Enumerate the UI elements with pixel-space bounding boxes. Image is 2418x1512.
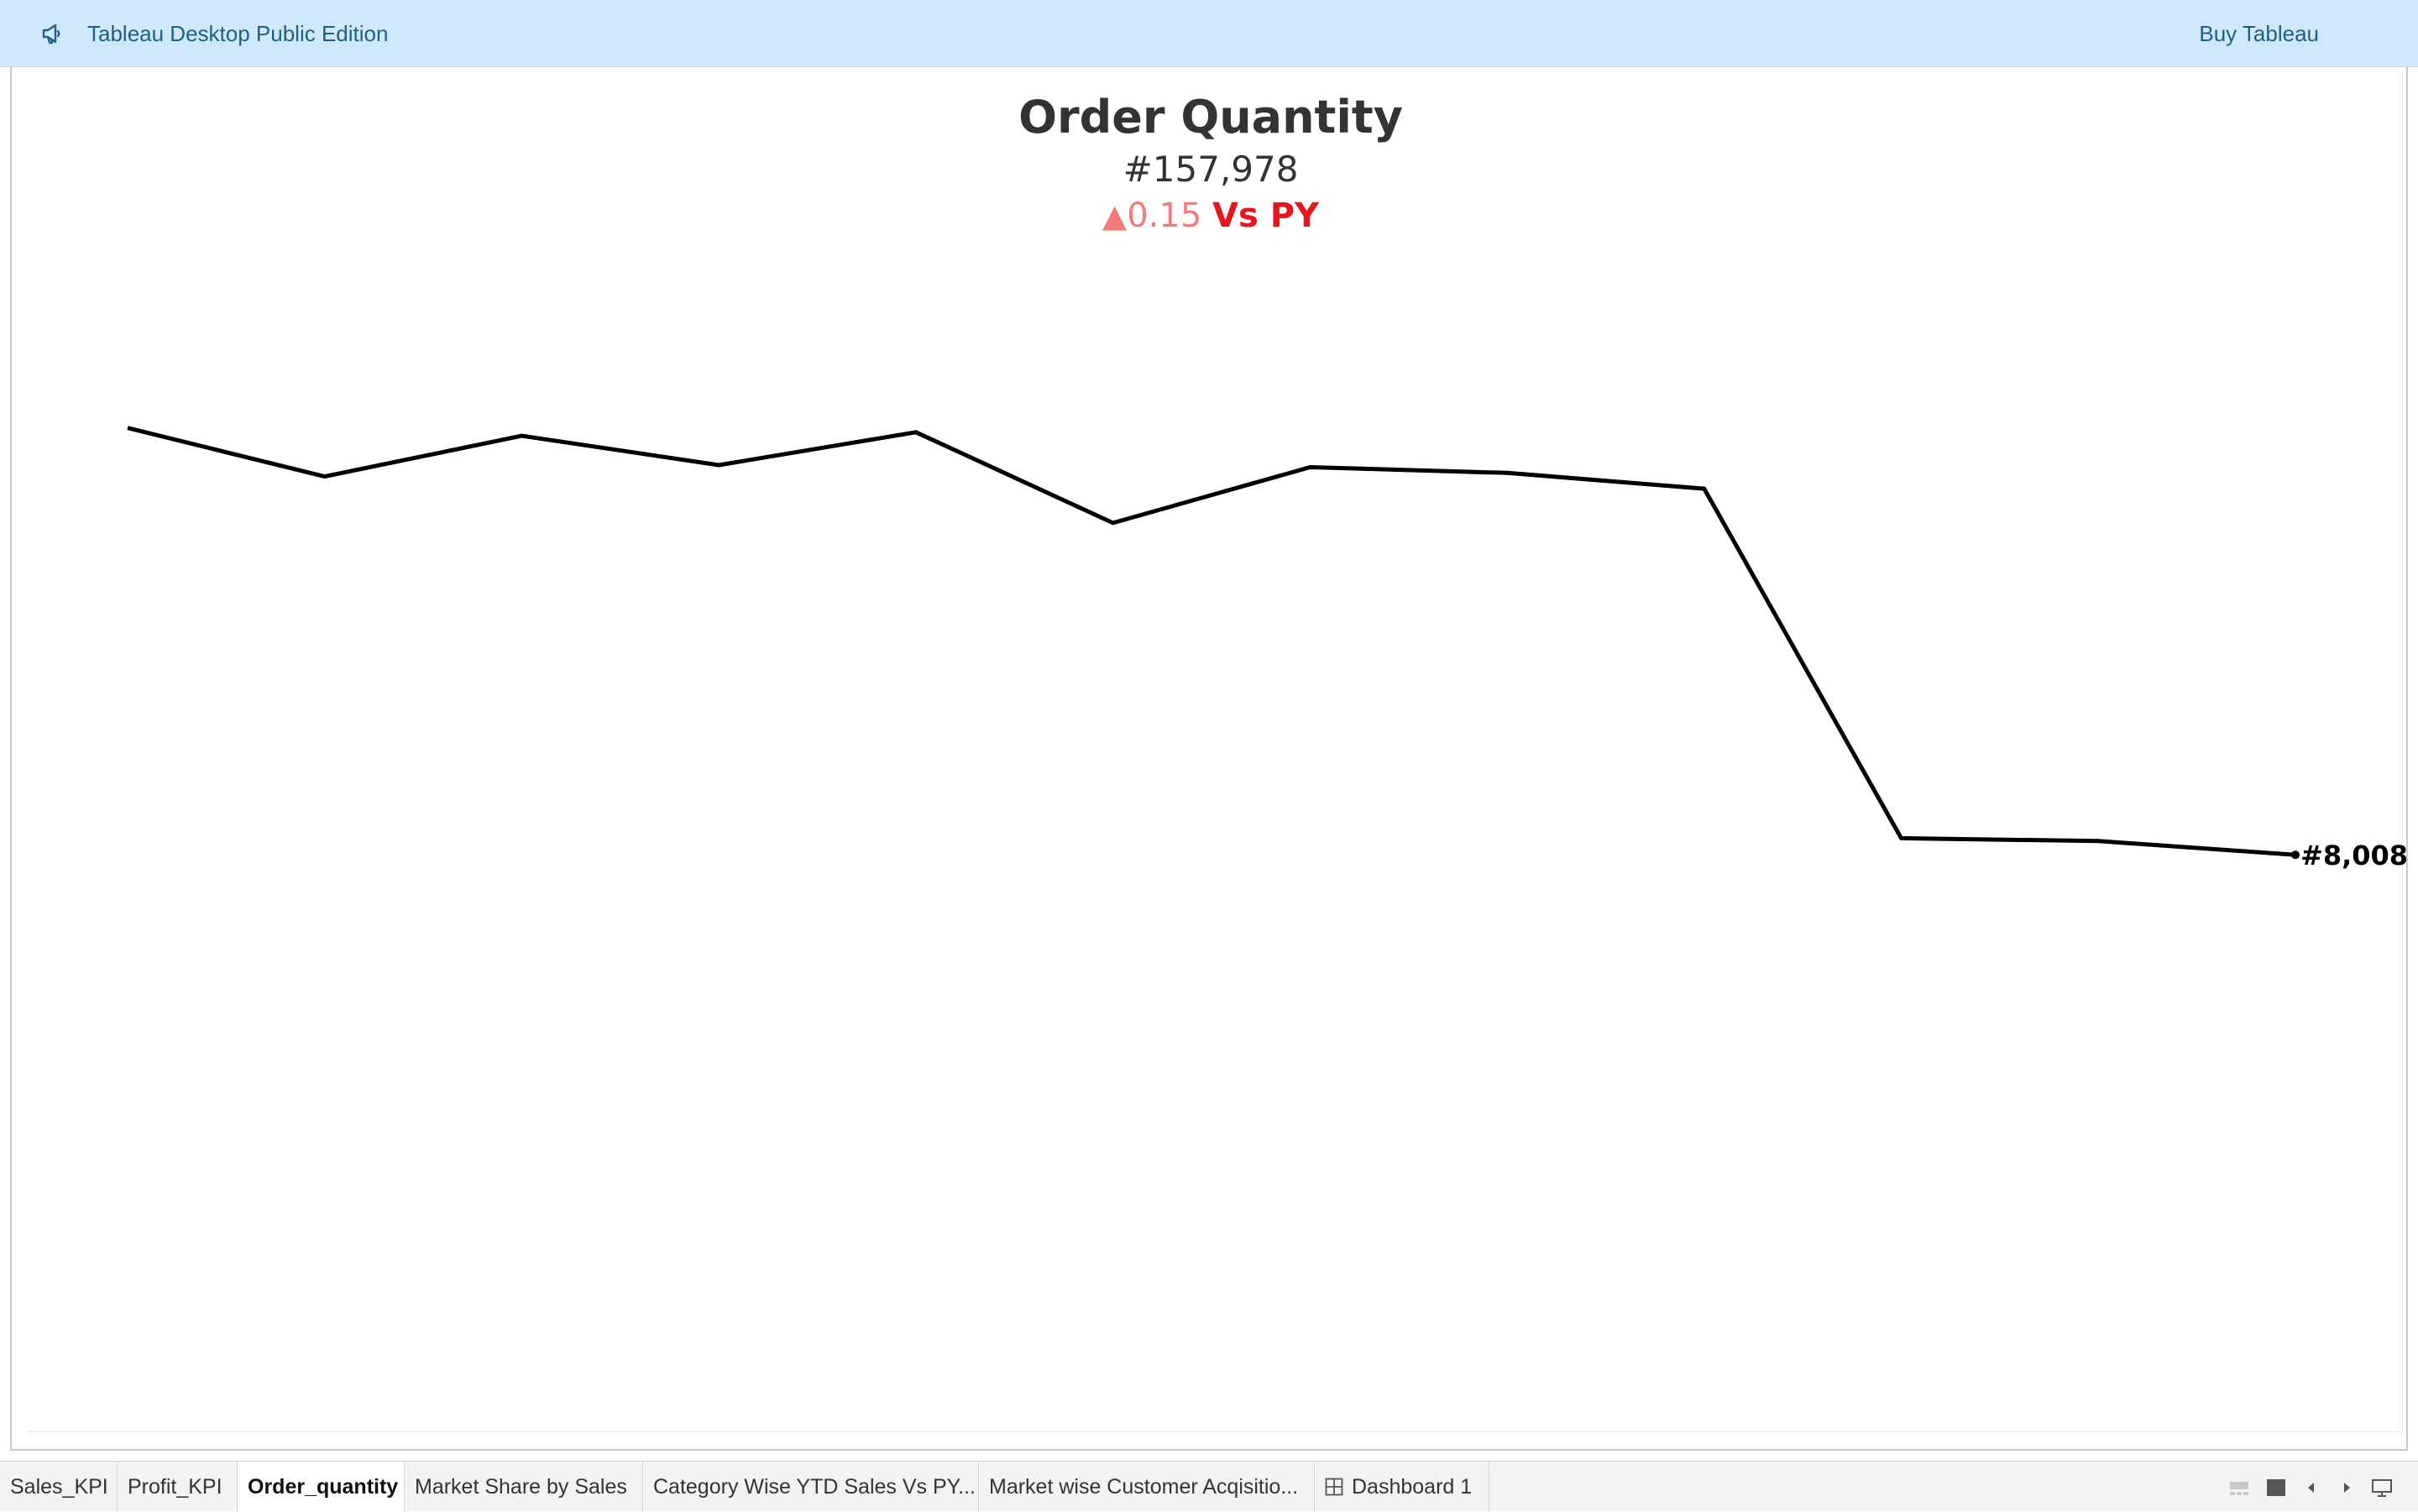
tab-sales-kpi[interactable]: Sales_KPI (0, 1462, 118, 1512)
dashboard-grid-icon (1325, 1478, 1343, 1496)
buy-tableau-link[interactable]: Buy Tableau (2199, 18, 2319, 49)
tab-label: Sales_KPI (10, 1475, 108, 1499)
tab-label: Market Share by Sales (415, 1475, 627, 1499)
tab-market-wise-customer-acquisition[interactable]: Market wise Customer Acqisitio... (979, 1462, 1315, 1512)
tab-label: Market wise Customer Acqisitio... (989, 1475, 1298, 1499)
top-banner: Tableau Desktop Public Edition Buy Table… (0, 0, 2418, 67)
app-title: Tableau Desktop Public Edition (87, 18, 388, 49)
series-line[interactable] (128, 428, 2295, 855)
presentation-mode-icon[interactable] (2371, 1477, 2393, 1499)
tab-market-share-by-sales[interactable]: Market Share by Sales (405, 1462, 643, 1512)
tab-profit-kpi[interactable]: Profit_KPI (118, 1462, 238, 1512)
megaphone-icon[interactable] (39, 20, 65, 47)
previous-sheet-icon[interactable] (2300, 1477, 2322, 1499)
sheet-view: Order Quantity #157,978 ▲0.15 Vs PY #8,0… (10, 67, 2408, 1451)
sheet-navigation-controls (2216, 1462, 2418, 1512)
end-data-label: #8,008 (2300, 840, 2408, 871)
data-point[interactable] (2291, 850, 2300, 859)
tab-label: Profit_KPI (128, 1475, 222, 1499)
tab-label: Category Wise YTD Sales Vs PY... (653, 1475, 976, 1499)
order-quantity-line-chart[interactable]: #8,008 (12, 67, 2410, 1451)
tab-dashboard-1[interactable]: Dashboard 1 (1315, 1462, 1489, 1512)
show-filmstrip-icon[interactable] (2228, 1477, 2250, 1499)
tab-category-wise-ytd-sales[interactable]: Category Wise YTD Sales Vs PY... (643, 1462, 979, 1512)
show-tabs-icon[interactable] (2265, 1477, 2287, 1499)
tab-label: Order_quantity (248, 1475, 398, 1499)
tab-label: Dashboard 1 (1352, 1475, 1472, 1499)
sheet-tab-bar: Sales_KPI Profit_KPI Order_quantity Mark… (0, 1461, 2418, 1511)
tab-order-quantity[interactable]: Order_quantity (238, 1462, 405, 1512)
next-sheet-icon[interactable] (2336, 1477, 2358, 1499)
